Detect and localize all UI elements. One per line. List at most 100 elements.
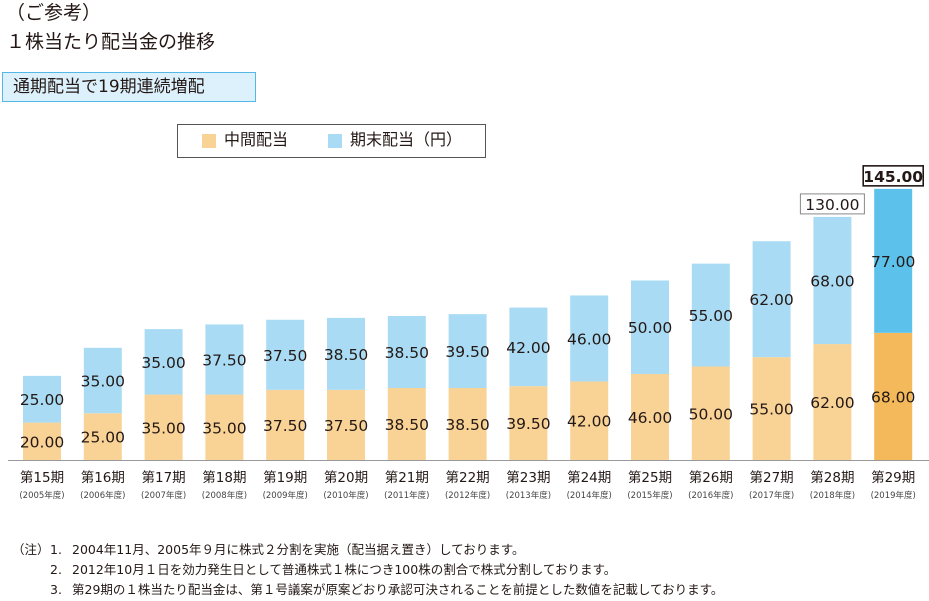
data-label-interim: 35.00 [141, 419, 185, 437]
data-label-yearend: 37.50 [263, 347, 307, 365]
x-tick-sublabel: (2017年度) [749, 490, 794, 501]
data-label-interim: 68.00 [871, 388, 915, 406]
bar-yearend [874, 188, 913, 333]
total-label: 145.00 [863, 168, 923, 186]
legend-swatch-yearend [328, 134, 342, 148]
data-label-interim: 55.00 [749, 401, 793, 419]
bar-yearend [448, 314, 487, 389]
legend-swatch-interim [202, 134, 216, 148]
bar-yearend [752, 241, 791, 358]
legend-label-yearend: 期末配当（円） [350, 130, 463, 149]
data-label-yearend: 39.50 [445, 343, 489, 361]
x-tick-label: 第18期 [202, 469, 246, 486]
x-tick-sublabel: (2009年度) [263, 490, 308, 501]
data-label-interim: 39.50 [506, 415, 550, 433]
data-label-yearend: 42.00 [506, 339, 550, 357]
x-tick-label: 第20期 [324, 469, 368, 486]
bar-interim [631, 373, 669, 460]
dividend-chart: 20.00 25.00 第15期 (2005年度) 25.00 35.00 第16期 (200… [8, 165, 929, 501]
x-tick-sublabel: (2011年度) [384, 490, 429, 501]
x-tick-label: 第16期 [81, 469, 125, 486]
data-label-interim: 50.00 [689, 405, 733, 423]
total-label-box [862, 165, 925, 187]
bar-interim [691, 366, 730, 460]
data-label-interim: 62.00 [810, 394, 854, 412]
data-label-yearend: 38.50 [324, 346, 368, 364]
data-label-interim: 46.00 [628, 409, 672, 427]
data-label-yearend: 68.00 [810, 272, 854, 290]
footnote-number: 3. [50, 582, 62, 597]
bar-yearend [327, 317, 365, 390]
data-label-interim: 38.50 [385, 416, 429, 434]
footnote-text: 第29期の１株当たり配当金は、第１号議案が原案どおり承認可決されることを前提とし… [72, 582, 724, 597]
bar-interim [387, 388, 426, 460]
bar-interim [509, 386, 548, 460]
data-label-interim: 37.50 [324, 417, 368, 435]
data-label-yearend: 37.50 [202, 351, 246, 369]
data-label-yearend: 77.00 [871, 253, 915, 271]
bar-yearend [205, 324, 244, 395]
bar-interim [205, 394, 244, 460]
bar-interim [23, 422, 61, 460]
x-tick-label: 第26期 [689, 469, 733, 486]
x-tick-label: 第19期 [263, 469, 307, 486]
x-tick-label: 第28期 [810, 469, 854, 486]
data-label-yearend: 25.00 [20, 391, 64, 409]
x-tick-sublabel: (2015年度) [627, 490, 672, 501]
callout-text: 通期配当で19期連続増配 [13, 77, 205, 97]
bar-yearend [144, 329, 183, 395]
bar-yearend [387, 316, 426, 389]
legend-label-interim: 中間配当 [224, 130, 289, 149]
x-tick-sublabel: (2019年度) [871, 490, 916, 501]
bar-interim [570, 381, 609, 460]
heading-reference: （ご参考） [6, 2, 102, 24]
footnote-number: 1. [50, 542, 62, 557]
x-tick-sublabel: (2007年度) [141, 490, 186, 501]
x-tick-label: 第27期 [750, 469, 794, 486]
x-tick-sublabel: (2008年度) [202, 490, 247, 501]
bar-interim [327, 389, 365, 460]
page-title: １株当たり配当金の推移 [6, 31, 216, 53]
x-tick-label: 第21期 [385, 469, 429, 486]
bar-interim [83, 413, 122, 460]
total-label-box [799, 193, 865, 215]
data-label-yearend: 35.00 [141, 354, 185, 372]
x-tick-label: 第29期 [871, 469, 915, 486]
data-label-yearend: 35.00 [81, 373, 125, 391]
footnote-number: 2. [50, 562, 62, 577]
data-label-yearend: 55.00 [689, 307, 733, 325]
x-tick-label: 第24期 [567, 469, 611, 486]
x-tick-label: 第15期 [20, 469, 64, 486]
bar-yearend [631, 280, 669, 374]
data-label-yearend: 46.00 [567, 330, 611, 348]
x-tick-sublabel: (2013年度) [506, 490, 551, 501]
bar-yearend [83, 347, 122, 414]
bar-interim [144, 394, 183, 460]
footnote-text: 2012年10月１日を効力発生日として普通株式１株につき100株の割合で株式分割… [72, 562, 617, 577]
bar-yearend [570, 295, 609, 382]
data-label-interim: 20.00 [20, 433, 64, 451]
data-label-yearend: 38.50 [385, 344, 429, 362]
chart-legend: 中間配当 期末配当（円） [177, 124, 486, 158]
footnote-text: 2004年11月、2005年９月に株式２分割を実施（配当据え置き）しております。 [72, 542, 525, 557]
bar-interim [266, 389, 305, 460]
data-label-interim: 37.50 [263, 417, 307, 435]
data-label-interim: 25.00 [81, 429, 125, 447]
x-tick-sublabel: (2014年度) [567, 490, 612, 501]
bar-yearend [691, 263, 730, 367]
bar-interim [752, 357, 791, 460]
callout-banner: 通期配当で19期連続増配 [2, 72, 256, 102]
bar-yearend [813, 216, 852, 345]
data-label-interim: 38.50 [445, 416, 489, 434]
total-label: 130.00 [805, 196, 859, 214]
bar-interim [874, 332, 913, 460]
bar-interim [813, 344, 852, 460]
bar-yearend [23, 375, 61, 423]
data-label-yearend: 50.00 [628, 319, 672, 337]
footnote-prefix: （注） [12, 542, 50, 557]
x-tick-sublabel: (2012年度) [445, 490, 490, 501]
data-label-yearend: 62.00 [749, 291, 793, 309]
x-tick-label: 第22期 [446, 469, 490, 486]
x-tick-label: 第23期 [506, 469, 550, 486]
x-tick-sublabel: (2005年度) [19, 490, 64, 501]
